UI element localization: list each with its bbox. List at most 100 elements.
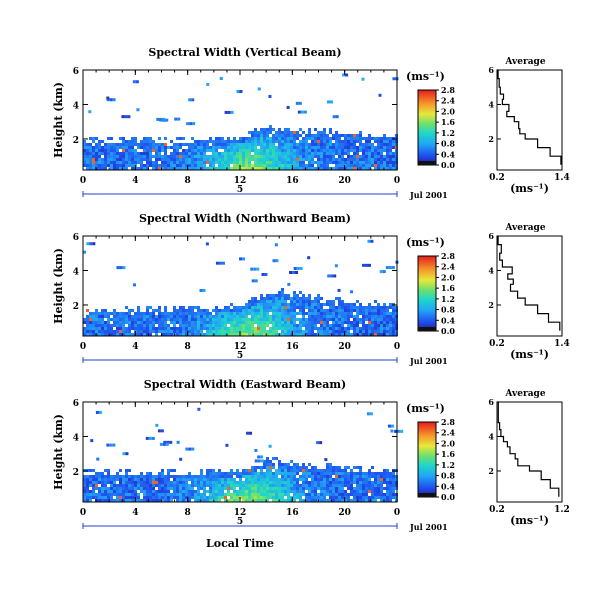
heatmap-cell <box>215 152 218 155</box>
heatmap-cell <box>299 297 302 300</box>
echo-cell <box>122 266 126 270</box>
heatmap-cell <box>365 306 368 309</box>
heatmap-cell <box>257 152 260 155</box>
heatmap-cell <box>260 499 263 502</box>
date-label: Jul 2001 <box>409 356 448 366</box>
heatmap-cell <box>209 167 212 170</box>
heatmap-cell <box>134 152 137 155</box>
heatmap-cell <box>302 321 305 324</box>
heatmap-cell <box>200 324 203 327</box>
heatmap-cell <box>380 318 383 321</box>
heatmap-cell <box>143 149 146 152</box>
heatmap-cell <box>218 321 221 324</box>
heatmap-cell <box>245 315 248 318</box>
echo-cell <box>299 266 303 270</box>
heatmap-cell <box>305 493 308 496</box>
heatmap-cell <box>338 475 341 478</box>
heatmap-cell <box>200 481 203 484</box>
heatmap-cell <box>383 158 386 161</box>
heatmap-cell <box>299 152 302 155</box>
heatmap-cell <box>314 306 317 309</box>
heatmap-cell <box>170 161 173 164</box>
heatmap-cell <box>98 315 101 318</box>
heatmap-cell <box>116 324 119 327</box>
heatmap-cell <box>389 155 392 158</box>
heatmap-cell <box>272 327 275 330</box>
heatmap-cell <box>215 333 218 336</box>
heatmap-cell <box>263 167 266 170</box>
heatmap-cell <box>188 158 191 161</box>
heatmap-cell <box>341 164 344 167</box>
heatmap-cell <box>239 161 242 164</box>
heatmap-cell <box>128 475 131 478</box>
heatmap-cell <box>374 321 377 324</box>
heatmap-cell <box>275 300 278 303</box>
heatmap-cell <box>305 155 308 158</box>
heatmap-cell <box>323 161 326 164</box>
heatmap-cell <box>368 306 371 309</box>
heatmap-cell <box>311 481 314 484</box>
echo-cell <box>98 410 102 414</box>
heatmap-cell <box>161 475 164 478</box>
average-x-tick-label: 1.4 <box>554 339 570 349</box>
heatmap-cell <box>131 146 134 149</box>
x-tick-label: 4 <box>132 508 138 518</box>
heatmap-cell <box>230 318 233 321</box>
heatmap-cell <box>347 143 350 146</box>
heatmap-cell <box>344 484 347 487</box>
heatmap-cell <box>320 478 323 481</box>
colorbar-tick-label: 2.4 <box>441 96 455 106</box>
heatmap-cell <box>320 303 323 306</box>
heatmap-cell <box>323 158 326 161</box>
heatmap-cell <box>326 324 329 327</box>
heatmap-cell <box>239 487 242 490</box>
heatmap-cell <box>227 318 230 321</box>
heatmap-cell <box>290 472 293 475</box>
heatmap-cell <box>302 499 305 502</box>
heatmap-cell <box>347 466 350 469</box>
heatmap-cell <box>254 496 257 499</box>
heatmap-cell <box>272 164 275 167</box>
heatmap-cell <box>377 478 380 481</box>
colorbar-tick-label: 2.8 <box>441 251 455 261</box>
heatmap-cell <box>86 318 89 321</box>
heatmap-cell <box>368 469 371 472</box>
heatmap-cell <box>377 475 380 478</box>
heatmap-cell <box>242 167 245 170</box>
heatmap-cell <box>332 330 335 333</box>
heatmap-cell <box>254 484 257 487</box>
heatmap-cell <box>335 484 338 487</box>
heatmap-cell <box>371 321 374 324</box>
heatmap-cell <box>335 472 338 475</box>
heatmap-cell <box>272 146 275 149</box>
heatmap-cell <box>347 152 350 155</box>
heatmap-cell <box>299 478 302 481</box>
echo-cell <box>394 429 398 433</box>
heatmap-cell <box>164 143 167 146</box>
heatmap-cell <box>392 475 395 478</box>
heatmap-cell <box>233 155 236 158</box>
heatmap-cell <box>245 152 248 155</box>
heatmap-cell <box>257 484 260 487</box>
heatmap-cell <box>167 496 170 499</box>
heatmap-cell <box>125 327 128 330</box>
heatmap-cell <box>254 327 257 330</box>
y-tick-label: 4 <box>73 433 79 443</box>
heatmap-cell <box>236 484 239 487</box>
heatmap-cell <box>104 496 107 499</box>
heatmap-cell <box>308 300 311 303</box>
heatmap-cell <box>254 134 257 137</box>
heatmap-cell <box>125 333 128 336</box>
colorbar-tick-label: 0.0 <box>441 160 455 170</box>
heatmap-cell <box>131 499 134 502</box>
heatmap-cell <box>251 164 254 167</box>
heatmap-cell <box>266 140 269 143</box>
heatmap-cell <box>296 469 299 472</box>
heatmap-cell <box>284 161 287 164</box>
heatmap-cell <box>254 487 257 490</box>
heatmap-cell <box>107 324 110 327</box>
heatmap-cell <box>359 140 362 143</box>
heatmap-cell <box>290 303 293 306</box>
heatmap-cell <box>269 484 272 487</box>
heatmap-cell <box>290 161 293 164</box>
